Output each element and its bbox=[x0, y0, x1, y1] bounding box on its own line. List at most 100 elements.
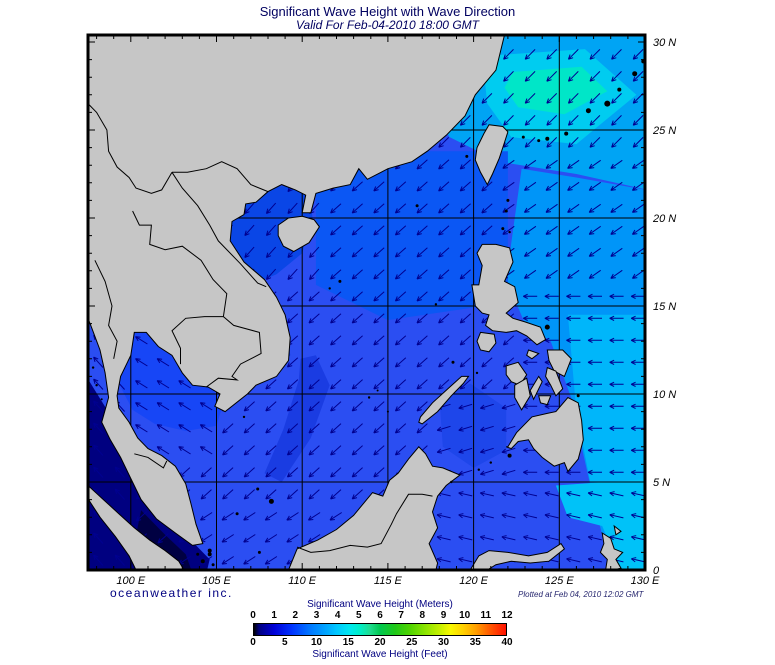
legend-tick: 35 bbox=[469, 637, 481, 648]
islet bbox=[506, 198, 510, 202]
islet bbox=[604, 100, 611, 107]
longitude-label: 110 E bbox=[288, 575, 317, 587]
islet bbox=[100, 398, 103, 401]
islet bbox=[196, 552, 200, 556]
legend-tick: 2 bbox=[292, 610, 299, 621]
legend-tick: 9 bbox=[440, 610, 447, 621]
border-malaysia-thailand bbox=[134, 453, 168, 469]
sea-patch-tonkin bbox=[226, 186, 313, 285]
land-borneo bbox=[287, 446, 461, 570]
islet bbox=[386, 410, 389, 413]
legend-tick: 4 bbox=[334, 610, 341, 621]
legend-tick: 20 bbox=[374, 637, 386, 648]
islet bbox=[544, 324, 550, 330]
sea-patch-gulf-thailand bbox=[115, 328, 222, 431]
degree-ticks bbox=[88, 35, 646, 571]
border-malaysia-indonesia bbox=[296, 493, 433, 553]
islet bbox=[465, 154, 469, 158]
valid-time-subtitle: Valid For Feb-04-2010 18:00 GMT bbox=[296, 18, 479, 32]
border-vietnam-cambodia bbox=[206, 316, 262, 388]
islet bbox=[537, 139, 541, 143]
longitude-label: 130 E bbox=[631, 575, 660, 587]
islet bbox=[257, 550, 261, 554]
islet bbox=[367, 396, 371, 399]
islet bbox=[632, 71, 638, 77]
islet bbox=[450, 480, 453, 484]
islet bbox=[235, 512, 239, 516]
border-china-vietnam bbox=[172, 161, 269, 193]
land-taiwan bbox=[474, 124, 509, 186]
land-asia-mainland bbox=[88, 35, 506, 546]
islet bbox=[585, 108, 591, 114]
islet bbox=[545, 136, 550, 141]
land-masbate bbox=[526, 349, 540, 360]
land-cebu bbox=[529, 375, 543, 401]
land-samar bbox=[546, 349, 572, 378]
legend-tick: 0 bbox=[250, 637, 256, 648]
land-leyte bbox=[545, 366, 564, 397]
border-myanmar-thailand bbox=[94, 260, 118, 359]
land-bohol bbox=[538, 395, 552, 406]
land-morotai bbox=[613, 524, 622, 536]
islet bbox=[207, 548, 212, 553]
plotted-timestamp: Plotted at Feb 04, 2010 12:02 GMT bbox=[518, 590, 644, 599]
legend-colorbar bbox=[253, 623, 507, 636]
legend-tick: 10 bbox=[310, 637, 323, 648]
islet bbox=[415, 204, 419, 208]
islet bbox=[328, 287, 331, 290]
islet bbox=[504, 209, 508, 213]
sea-patch-pacific-light bbox=[567, 314, 645, 482]
islet bbox=[434, 303, 438, 306]
land-mindoro bbox=[476, 331, 497, 353]
map-layers bbox=[88, 35, 645, 570]
legend-tick: 11 bbox=[480, 610, 492, 621]
sea-patch-ecs-core bbox=[504, 66, 608, 115]
latitude-label: 30 N bbox=[653, 37, 676, 49]
map-frame bbox=[86, 33, 647, 572]
latitude-label: 15 N bbox=[653, 301, 676, 313]
longitude-label: 115 E bbox=[374, 575, 403, 587]
legend-tick: 1 bbox=[271, 610, 277, 621]
header: Significant Wave Height with Wave Direct… bbox=[0, 5, 775, 32]
longitude-label: 100 E bbox=[116, 575, 145, 587]
border-thailand-cambodia bbox=[171, 316, 224, 365]
islet bbox=[521, 135, 525, 139]
legend-scale-meters: 0 1 2 3 4 5 6 7 8 9 10 11 12 bbox=[250, 610, 512, 622]
legend-tick: 30 bbox=[437, 637, 450, 648]
islet bbox=[91, 366, 95, 369]
islet bbox=[576, 394, 580, 398]
border-china-laos-myanmar bbox=[88, 103, 173, 194]
islet bbox=[475, 371, 479, 375]
legend-tick: 8 bbox=[419, 610, 426, 621]
legend-tick: 0 bbox=[250, 610, 256, 621]
islet bbox=[211, 563, 215, 567]
islet bbox=[501, 227, 505, 231]
sea-patch-nscs bbox=[315, 151, 508, 321]
legend-tick: 7 bbox=[398, 610, 404, 621]
legend-tick: 40 bbox=[501, 637, 513, 648]
islet bbox=[564, 131, 569, 136]
latitude-label: 20 N bbox=[652, 213, 676, 225]
islet bbox=[338, 279, 342, 283]
land-palawan bbox=[418, 375, 470, 425]
islet bbox=[477, 468, 480, 471]
islet bbox=[242, 415, 246, 419]
sea-patch-sulu bbox=[439, 383, 507, 468]
land-luzon bbox=[471, 243, 547, 346]
latitude-label: 5 N bbox=[653, 477, 670, 489]
latitude-label: 25 N bbox=[652, 125, 676, 137]
land-negros bbox=[514, 377, 531, 411]
border-vietnam-laos bbox=[171, 172, 267, 288]
page-title: Significant Wave Height with Wave Direct… bbox=[259, 4, 516, 19]
islet bbox=[489, 461, 492, 464]
islet bbox=[451, 360, 455, 364]
legend-scale-feet: 0 5 10 15 20 25 30 35 40 bbox=[250, 637, 512, 649]
latitude-label: 10 N bbox=[653, 389, 676, 401]
land-mindanao bbox=[506, 396, 584, 473]
land-hainan bbox=[277, 215, 321, 253]
longitude-label: 125 E bbox=[545, 575, 574, 587]
legend-tick: 3 bbox=[313, 610, 320, 621]
